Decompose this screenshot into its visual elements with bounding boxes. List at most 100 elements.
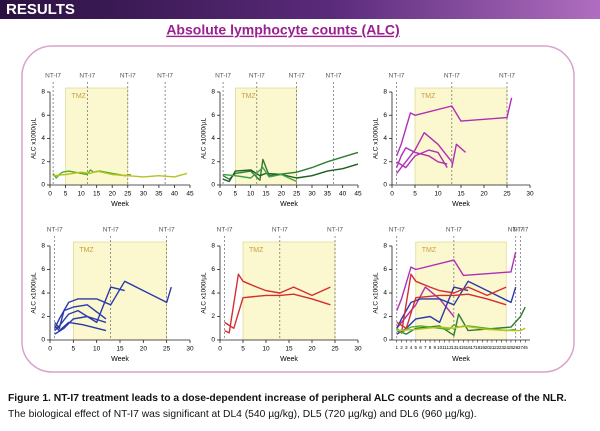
x-axis-label: Week	[111, 356, 129, 363]
chart-panel: TMZ NT-I7 NT-I7 NT-I7 0 2 4 6 8 0 5 10 15 20 25 30 Week A…	[201, 227, 362, 363]
x-tick-label: 18	[475, 345, 481, 350]
series-line	[396, 286, 455, 329]
x-tick-label: 25	[503, 191, 511, 198]
nt-i7-label: NT-I7	[272, 227, 288, 234]
tmz-shade	[414, 87, 508, 186]
x-tick-label: 30	[308, 191, 316, 198]
nt-i7-label: NT-I7	[327, 227, 343, 234]
y-tick-label: 8	[211, 89, 215, 96]
y-tick-label: 0	[383, 182, 387, 189]
series-line	[54, 321, 107, 332]
tmz-label: TMZ	[421, 93, 436, 100]
nt-i7-label: NT-I7	[446, 227, 462, 234]
x-tick-label: 17	[470, 345, 476, 350]
x-tick-label: 5	[413, 191, 417, 198]
x-tick-label: 14	[456, 345, 462, 350]
series-line	[54, 286, 125, 335]
x-tick-label: 0	[48, 346, 52, 353]
tmz-shade	[65, 87, 129, 186]
x-tick-label: 23	[499, 345, 505, 350]
x-tick-label: 25	[293, 191, 301, 198]
nt-i7-label: NT-I7	[215, 73, 231, 80]
nt-i7-label: NT-I7	[79, 73, 95, 80]
x-tick-label: 2	[400, 345, 403, 350]
y-axis-label: ALC x1000/µL	[201, 117, 208, 159]
tmz-label: TMZ	[249, 247, 264, 254]
series-line	[396, 293, 507, 329]
series-line	[451, 143, 467, 168]
x-tick-label: 45	[523, 345, 529, 350]
x-axis-label: Week	[452, 356, 470, 363]
y-axis-label: ALC x1000/µL	[373, 272, 380, 314]
y-tick-label: 8	[383, 89, 387, 96]
x-tick-label: 10	[247, 191, 255, 198]
nt-i7-label: NT-I7	[389, 73, 405, 80]
nt-i7-label: NT-I7	[499, 73, 515, 80]
x-tick-label: 45	[354, 191, 362, 198]
x-tick-label: 0	[390, 191, 394, 198]
x-tick-label: 19	[480, 345, 486, 350]
y-axis-label: ALC x1000/µL	[31, 117, 38, 159]
x-tick-label: 9	[434, 345, 437, 350]
x-tick-label: 4	[410, 345, 413, 350]
x-tick-label: 10	[437, 345, 443, 350]
x-tick-label: 15	[457, 191, 465, 198]
x-tick-label: 0	[218, 191, 222, 198]
nt-i7-label: NT-I7	[389, 227, 405, 234]
y-tick-label: 0	[41, 182, 45, 189]
x-tick-label: 5	[415, 345, 418, 350]
x-tick-label: 5	[234, 191, 238, 198]
y-axis-label: ALC x1000/µL	[373, 117, 380, 159]
series-line	[223, 166, 297, 183]
x-tick-label: 16	[466, 345, 472, 350]
x-axis-label: Week	[111, 201, 129, 208]
x-tick-label: 10	[434, 191, 442, 198]
x-tick-label: 20	[308, 346, 316, 353]
x-tick-label: 6	[419, 345, 422, 350]
series-line	[224, 273, 331, 334]
y-tick-label: 8	[383, 243, 387, 250]
x-tick-label: 20	[140, 346, 148, 353]
y-tick-label: 4	[383, 135, 387, 142]
nt-i7-label: NT-I7	[249, 73, 265, 80]
x-tick-label: 15	[285, 346, 293, 353]
x-tick-label: 0	[218, 346, 222, 353]
x-tick-label: 7	[424, 345, 427, 350]
x-tick-label: 30	[140, 191, 148, 198]
x-tick-label: 5	[64, 191, 68, 198]
nt-i7-label: NT-I7	[103, 227, 119, 234]
tmz-label: TMZ	[422, 247, 437, 254]
x-tick-label: 8	[429, 345, 432, 350]
series-line	[53, 170, 188, 178]
nt-i7-label: NT-I7	[289, 73, 305, 80]
tmz-label: TMZ	[241, 93, 256, 100]
x-tick-label: 26	[513, 345, 519, 350]
x-axis-label: Week	[452, 201, 470, 208]
chart-panel: TMZ NT-I7 NT-I7 NT-I7 NT-I7 0 2 4 6 8 0 5 10 15 20 25 30…	[201, 73, 362, 208]
x-axis-label: Week	[280, 356, 298, 363]
tmz-label: TMZ	[79, 247, 94, 254]
x-tick-label: 20	[109, 191, 117, 198]
series-line	[396, 306, 526, 336]
nt-i7-label: NT-I7	[217, 227, 233, 234]
y-tick-label: 2	[383, 313, 387, 320]
y-axis-label: ALC x1000/µL	[31, 272, 38, 314]
x-tick-label: 35	[324, 191, 332, 198]
series-line	[396, 149, 448, 169]
y-tick-label: 6	[383, 112, 387, 119]
y-tick-label: 2	[41, 313, 45, 320]
y-tick-label: 6	[41, 112, 45, 119]
y-tick-label: 4	[211, 135, 215, 142]
y-tick-label: 4	[211, 290, 215, 297]
y-tick-label: 4	[41, 290, 45, 297]
y-tick-label: 2	[211, 313, 215, 320]
x-tick-label: 20	[485, 345, 491, 350]
nt-i7-label: NT-I7	[157, 73, 173, 80]
x-tick-label: 1	[395, 345, 398, 350]
caption-line: Figure 1. NT-I7 treatment leads to a dos…	[8, 393, 567, 404]
x-tick-label: 22	[494, 345, 500, 350]
series-line	[396, 280, 517, 329]
tmz-label: TMZ	[72, 93, 87, 100]
